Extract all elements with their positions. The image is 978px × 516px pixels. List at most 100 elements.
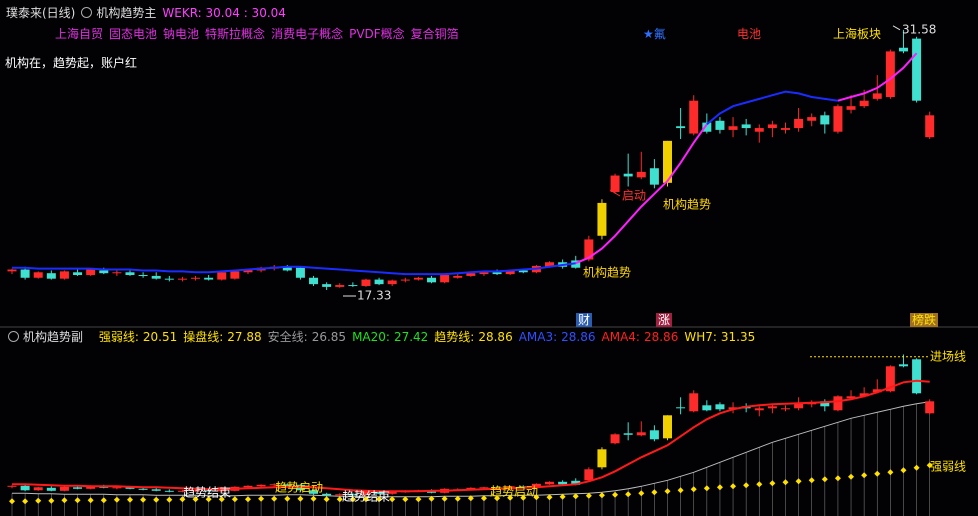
candle-body (86, 485, 96, 489)
strength-diamond (22, 498, 29, 505)
candle-body (387, 280, 397, 285)
readout: 操盘线: 27.88 (183, 330, 261, 344)
candle-body (597, 449, 607, 468)
candle-body (623, 173, 633, 177)
candle-body (820, 115, 830, 125)
readout-value: 28.86 (561, 330, 596, 344)
panel-title: 机构趋势副 (23, 330, 84, 344)
strength-diamond (703, 485, 710, 492)
candle-body (112, 272, 122, 274)
candle-body (689, 100, 699, 134)
candle-body (754, 408, 764, 411)
concept-tag: 特斯拉概念 (205, 27, 266, 41)
strength-diamond (231, 496, 238, 503)
safety-line (12, 401, 930, 498)
strength-diamond (559, 493, 566, 500)
candle-body (348, 285, 358, 287)
candle-body (374, 279, 384, 285)
strength-diamond (638, 490, 645, 497)
signal-label: 趋势结束 (342, 490, 390, 504)
concept-tag: 固态电池 (109, 27, 158, 41)
readout-label: WH7: (684, 330, 717, 344)
concept-tag: 消费电子概念 (271, 27, 344, 41)
candle-body (361, 491, 371, 495)
strength-diamond (376, 496, 383, 503)
readout-value: 27.42 (393, 330, 429, 344)
candle-body (767, 406, 777, 409)
strength-diamond (297, 495, 304, 502)
candle-body (322, 493, 332, 496)
candle-body (33, 487, 43, 491)
strength-diamond (87, 497, 94, 504)
readout-value: 31.35 (720, 330, 756, 344)
icon (8, 331, 19, 342)
readout-label: 操盘线: (183, 330, 224, 344)
candle-body (663, 415, 672, 439)
strength-diamond (716, 484, 723, 491)
candle-body (833, 396, 843, 411)
strength-diamond (612, 491, 619, 498)
strength-diamond (218, 496, 225, 503)
candle-body (46, 273, 56, 279)
candle-body (676, 126, 686, 129)
strength-diamond (100, 497, 107, 504)
strength-diamond (585, 492, 592, 499)
candle-body (492, 487, 502, 489)
candle-body (230, 271, 240, 279)
candle-body (558, 481, 568, 485)
strength-diamond (35, 497, 42, 504)
low-price: 17.33 (357, 288, 391, 302)
candle-body (7, 485, 17, 487)
candle-body (191, 277, 201, 279)
strength-diamond (677, 487, 684, 494)
candle-body (898, 47, 908, 52)
candle-body (256, 484, 266, 487)
candle-body (689, 393, 699, 412)
candle-body (649, 168, 659, 185)
candle-body (807, 117, 817, 121)
candle-body (518, 270, 528, 273)
candle-body (374, 491, 384, 494)
candle-body (794, 118, 804, 129)
strength-diamond (913, 464, 920, 471)
strength-diamond (126, 496, 133, 503)
candle-body (859, 100, 869, 107)
candle-body (584, 239, 594, 260)
candle-body (400, 279, 410, 281)
strength-diamond (808, 477, 815, 484)
strength-diamond (533, 494, 540, 501)
strength-diamond (743, 482, 750, 489)
candle-body (767, 124, 777, 129)
candle-body (531, 483, 541, 488)
strength-diamond (926, 462, 933, 469)
strength-diamond (9, 498, 15, 505)
readout: AMA3: 28.86 (519, 330, 596, 344)
strength-diamond (258, 495, 265, 502)
concept-tag: 上海自贸 (55, 27, 104, 41)
candle-body (636, 171, 646, 178)
candle-body (191, 490, 201, 492)
strength-diamond (769, 480, 776, 487)
strength-diamond (323, 496, 330, 503)
candle-body (204, 490, 214, 492)
candle-body (243, 485, 253, 488)
readout-label: 强弱线: (98, 330, 139, 344)
signal-label: 启动 (622, 189, 646, 203)
candle-body (820, 401, 830, 407)
candle-body (898, 364, 908, 367)
strength-diamond (651, 489, 658, 496)
candle-body (872, 93, 882, 99)
candle-body (204, 277, 214, 280)
candle-body (348, 494, 358, 496)
event-marker: 财 (576, 313, 593, 327)
candle-body (164, 490, 174, 492)
candle-body (138, 275, 148, 277)
concept-tag: 钠电池 (163, 27, 200, 41)
candle-body (73, 487, 83, 489)
right-label: 强弱线 (930, 460, 966, 474)
candle-body (20, 269, 30, 278)
candle-body (623, 433, 633, 435)
candle-body (335, 494, 345, 496)
readout-value: 27.88 (227, 330, 262, 344)
